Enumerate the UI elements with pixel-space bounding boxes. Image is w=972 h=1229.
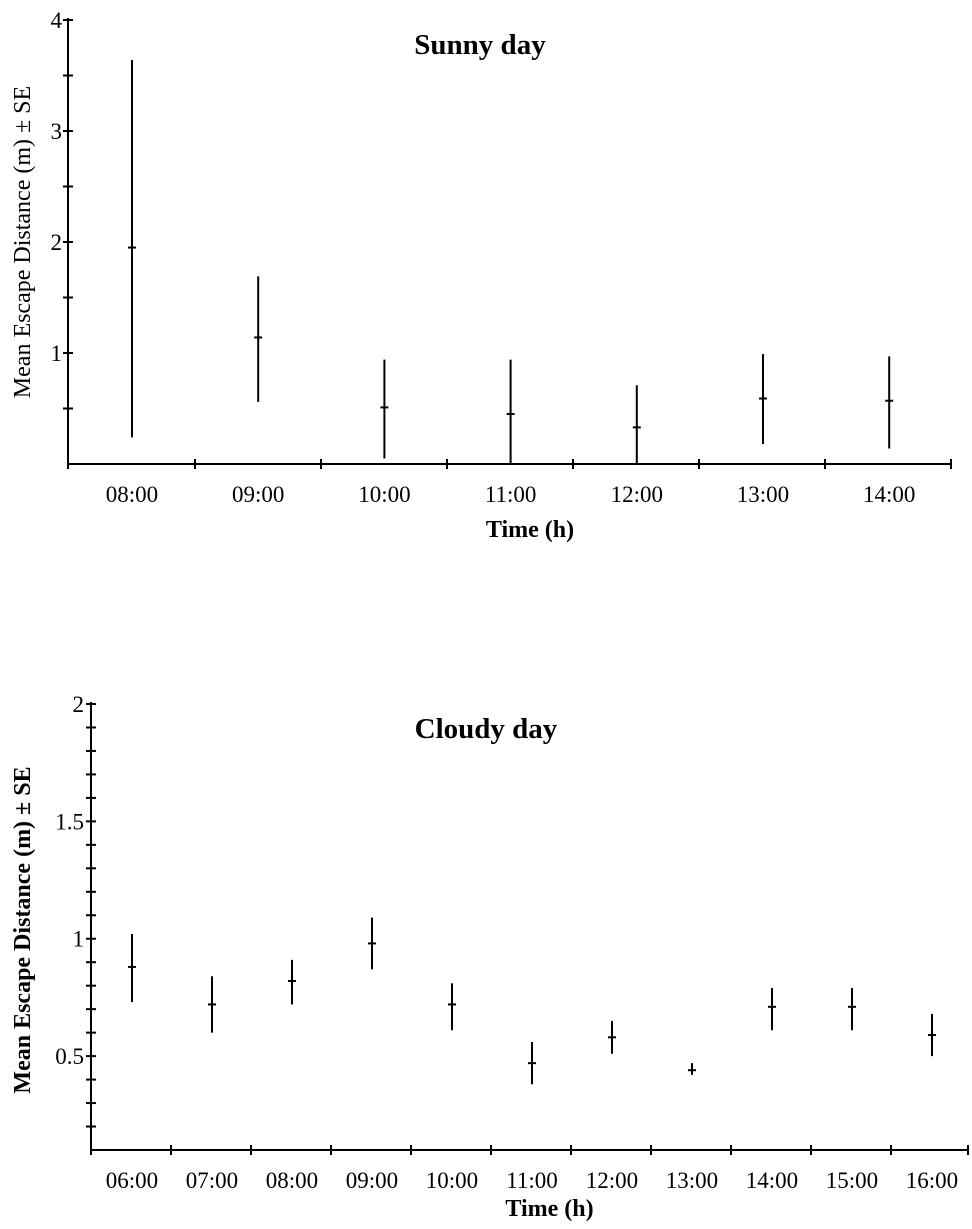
x-axis-label: Time (h) [486, 517, 574, 543]
x-tick-label: 14:00 [746, 1168, 798, 1193]
y-tick-label: 0.5 [55, 1044, 84, 1069]
x-tick-label: 08:00 [106, 482, 158, 507]
y-tick-label: 1.5 [55, 809, 84, 834]
x-tick-label: 15:00 [826, 1168, 878, 1193]
x-tick-label: 12:00 [611, 482, 663, 507]
x-axis-label: Time (h) [505, 1196, 593, 1222]
chart-cloudy: 0.5 1 1.5 2 06:00 07:00 08:00 09:00 10:00 11:00 12… [10, 692, 969, 1222]
x-tick-label: 13:00 [666, 1168, 718, 1193]
y-tick-label: 1 [73, 927, 85, 952]
y-axis-label: Mean Escape Distance (m) ± SE [10, 766, 36, 1093]
x-tick-label: 13:00 [737, 482, 789, 507]
x-tick-label: 10:00 [426, 1168, 478, 1193]
x-tick-label: 09:00 [346, 1168, 398, 1193]
y-tick-label: 2 [51, 230, 63, 255]
x-tick-label: 12:00 [586, 1168, 638, 1193]
chart-sunny: 1 2 3 4 08:00 09:00 10:00 11:00 12:00 13:00 14:00 S… [10, 8, 952, 543]
y-axis-label: Mean Escape Distance (m) ± SE [10, 86, 36, 398]
chart-title: Cloudy day [415, 713, 558, 745]
x-tick-label: 08:00 [266, 1168, 318, 1193]
x-tick-label: 11:00 [506, 1168, 558, 1193]
chart-title: Sunny day [414, 29, 546, 61]
x-tick-label: 14:00 [863, 482, 915, 507]
x-tick-label: 06:00 [106, 1168, 158, 1193]
y-tick-label: 4 [51, 8, 63, 33]
y-tick-label: 1 [51, 341, 63, 366]
x-tick-label: 11:00 [485, 482, 537, 507]
x-tick-label: 16:00 [906, 1168, 958, 1193]
x-tick-label: 07:00 [186, 1168, 238, 1193]
y-tick-label: 2 [73, 692, 85, 717]
x-tick-label: 09:00 [232, 482, 284, 507]
y-tick-label: 3 [51, 119, 63, 144]
x-tick-label: 10:00 [358, 482, 410, 507]
